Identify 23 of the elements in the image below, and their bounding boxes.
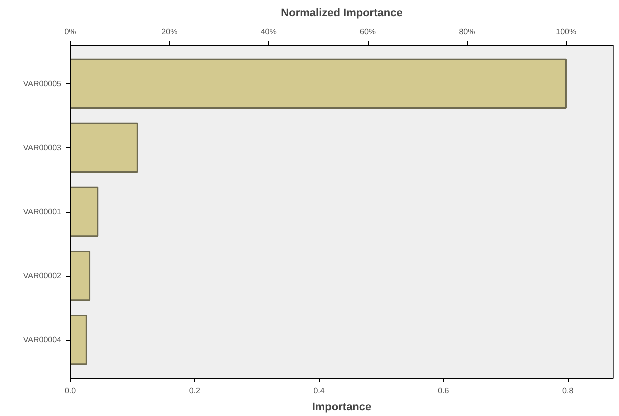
y-tick-label: VAR00001 (23, 208, 62, 216)
x-tick-label: 0.8 (562, 386, 574, 396)
x2-tick-label: 80% (459, 28, 476, 36)
bar (70, 250, 91, 302)
x-axis-title: Importance (312, 402, 372, 414)
bar (70, 186, 99, 238)
x-tick-label: 0.6 (438, 386, 450, 396)
y-tick-label: VAR00003 (23, 143, 62, 152)
x2-tick-label: 20% (162, 28, 178, 36)
bar (70, 122, 138, 174)
x-tick-label: 0.0 (64, 386, 77, 396)
x-tick-label: 0.2 (189, 386, 202, 396)
y-tick-label: VAR00004 (23, 336, 62, 345)
y-tick-label: VAR00002 (23, 272, 62, 281)
y-tick-label: VAR00005 (23, 79, 62, 88)
chart-title: Normalized Importance (281, 8, 403, 20)
x2-tick-label: 0% (64, 28, 76, 36)
x-tick-label: 0.4 (314, 386, 326, 396)
x2-tick-label: 40% (260, 28, 277, 36)
x2-tick-label: 100% (556, 28, 577, 36)
x2-tick-label: 60% (360, 28, 376, 36)
bar (70, 314, 88, 366)
bar (70, 58, 567, 110)
